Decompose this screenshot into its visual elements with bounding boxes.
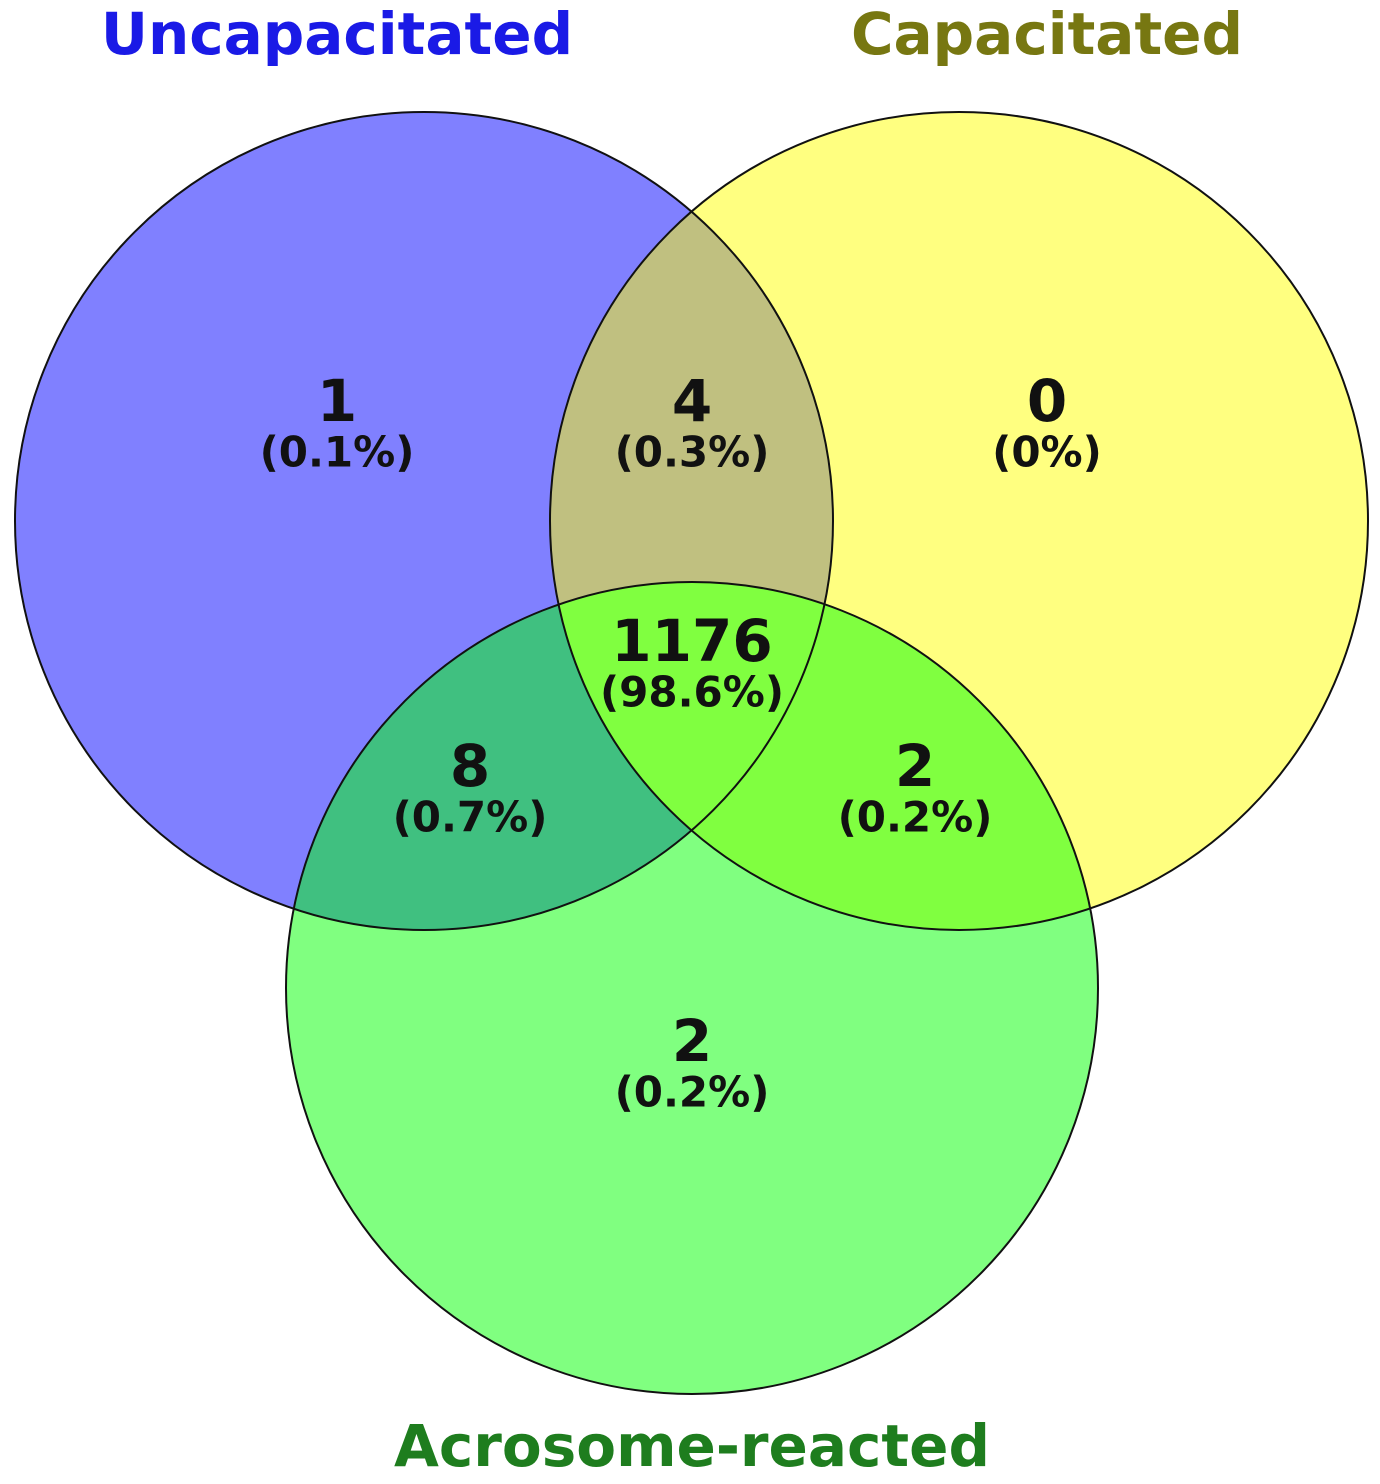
region-percent: (0.2%) — [838, 793, 993, 842]
region-count: 4 — [672, 367, 712, 435]
set-label: Uncapacitated — [101, 0, 573, 68]
region-percent: (98.6%) — [600, 668, 784, 717]
region-percent: (0.7%) — [393, 793, 548, 842]
overlap-region — [286, 582, 833, 930]
region-count: 2 — [895, 732, 935, 800]
region-count: 0 — [1027, 367, 1067, 435]
region-count: 1176 — [611, 607, 772, 675]
region-percent: (0.1%) — [260, 428, 415, 477]
region-percent: (0%) — [992, 428, 1102, 477]
set-outline — [549, 111, 1369, 931]
region-count: 2 — [672, 1007, 712, 1075]
region-percent: (0.3%) — [615, 428, 770, 477]
set-outline — [14, 111, 834, 931]
region-count: 1 — [317, 367, 357, 435]
region-count: 8 — [450, 732, 490, 800]
set-label: Capacitated — [851, 0, 1243, 68]
set-label: Acrosome-reacted — [394, 1412, 990, 1480]
set-outline — [285, 581, 1099, 1395]
overlap-region — [550, 582, 1098, 930]
region-percent: (0.2%) — [615, 1068, 770, 1117]
